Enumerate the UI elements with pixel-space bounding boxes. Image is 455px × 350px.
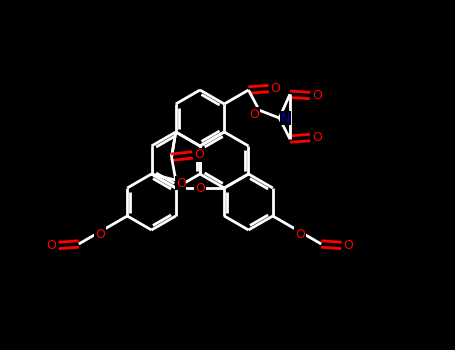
Text: O: O — [271, 82, 281, 95]
Text: O: O — [249, 108, 259, 121]
Text: O: O — [344, 239, 354, 252]
Text: O: O — [195, 148, 204, 161]
Text: N: N — [281, 112, 290, 125]
Text: O: O — [95, 228, 105, 240]
Text: O: O — [312, 131, 322, 144]
Text: O: O — [176, 177, 186, 190]
Text: O: O — [312, 89, 322, 102]
Text: O: O — [47, 239, 56, 252]
Text: O: O — [295, 228, 305, 240]
Text: O: O — [195, 182, 205, 195]
